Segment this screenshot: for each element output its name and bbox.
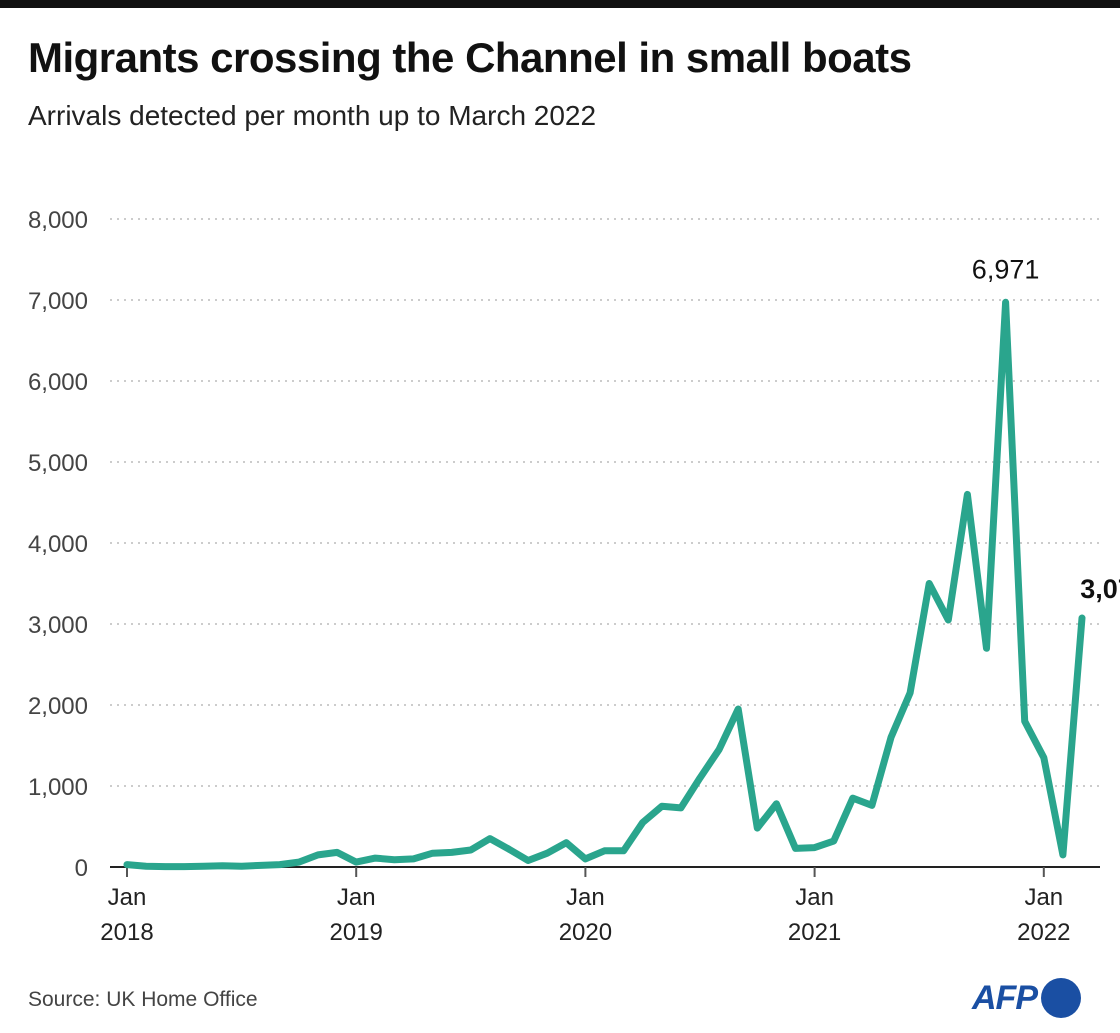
logo-circle-icon	[1041, 978, 1081, 1018]
x-tick-year-label: 2019	[330, 919, 383, 946]
y-tick-label: 5,000	[28, 450, 88, 477]
y-tick-label: 2,000	[28, 693, 88, 720]
y-tick-label: 3,000	[28, 612, 88, 639]
data-line	[123, 298, 1086, 871]
top-bar	[0, 0, 1120, 8]
x-tick-year-label: 2022	[1017, 919, 1070, 946]
chart-title: Migrants crossing the Channel in small b…	[28, 34, 912, 81]
data-label: 6,971	[972, 254, 1040, 284]
brand-text: AFP	[972, 978, 1038, 1017]
x-tick-label: Jan	[108, 884, 147, 911]
chart-subtitle: Arrivals detected per month up to March …	[28, 100, 597, 131]
y-tick-label: 7,000	[28, 288, 88, 315]
x-tick-label: Jan	[795, 884, 834, 911]
source-note: Source: UK Home Office	[28, 988, 258, 1011]
x-tick-label: Jan	[337, 884, 376, 911]
x-tick-year-label: 2021	[788, 919, 841, 946]
x-tick-year-label: 2018	[100, 919, 153, 946]
afp-logo: AFP	[972, 978, 1081, 1018]
y-tick-label: 1,000	[28, 774, 88, 801]
x-tick-label: Jan	[1024, 884, 1063, 911]
data-label: 3,074	[1080, 574, 1120, 604]
y-tick-label: 0	[75, 855, 88, 882]
x-tick-year-label: 2020	[559, 919, 612, 946]
y-tick-label: 8,000	[28, 207, 88, 234]
x-tick-label: Jan	[566, 884, 605, 911]
y-tick-label: 4,000	[28, 531, 88, 558]
y-tick-label: 6,000	[28, 369, 88, 396]
